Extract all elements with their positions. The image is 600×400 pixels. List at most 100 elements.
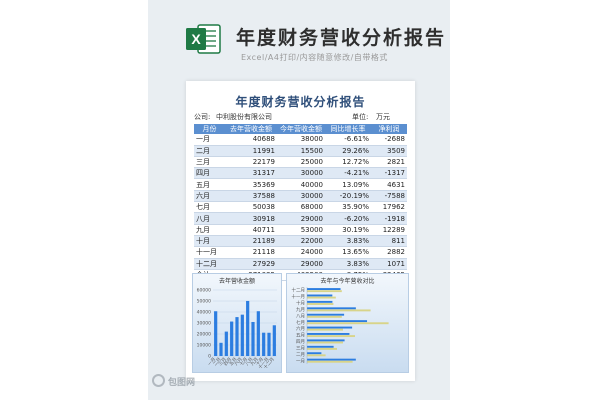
bar (240, 314, 244, 356)
company-label: 公司: (194, 113, 211, 121)
document-meta-row: 公司: 中利股份有限公司 单位: 万元 (194, 112, 407, 122)
table-cell: -6.20% (325, 212, 371, 225)
table-cell: 811 (371, 235, 407, 248)
table-cell: 三月 (194, 156, 225, 169)
table-cell: 31317 (225, 167, 277, 180)
table-cell: 21118 (225, 246, 277, 259)
page-margin-right (450, 0, 600, 400)
table-cell: 22179 (225, 156, 277, 169)
comparison-bar-chart: 去年与今年营收对比 一月 二月 三月 四月 五月 六月 七月 八月 九月 十月 十一月 十二月 (286, 273, 409, 373)
table-cell: 22000 (277, 235, 325, 248)
table-cell: -20.19% (325, 190, 371, 203)
bar (230, 321, 234, 356)
table-row: 三月 22179 25000 12.72% 2821 (194, 156, 407, 169)
table-cell: 30000 (277, 167, 325, 180)
table-cell: 1071 (371, 258, 407, 270)
bar (235, 317, 239, 356)
y-tick-label: 九月 (296, 306, 305, 313)
bar (307, 300, 333, 303)
bar (307, 294, 333, 297)
bar (307, 313, 345, 316)
table-cell: 十一月 (194, 246, 225, 259)
table-row: 四月 31317 30000 -4.21% -1317 (194, 167, 407, 180)
bar (307, 360, 353, 363)
table-cell: 3509 (371, 145, 407, 157)
table-row: 一月 40688 38000 -6.61% -2688 (194, 134, 407, 146)
watermark: 包图网 (148, 372, 236, 390)
table-cell: -7588 (371, 190, 407, 203)
revenue-bar-chart-plot: 0 10000 20000 30000 40000 50000 60000 一月二月三月四月五… (197, 288, 277, 371)
x-tick-label: 三月 (217, 356, 227, 367)
y-tick-label: 50000 (197, 299, 211, 305)
watermark-text: 包图网 (168, 378, 196, 388)
x-tick-label: 九月 (249, 356, 260, 367)
bar (267, 332, 271, 356)
table-cell: 12.72% (325, 156, 371, 169)
table-cell: 40711 (225, 224, 277, 236)
bar (256, 311, 260, 356)
y-tick-label: 0 (208, 354, 211, 360)
chart-title: 去年营收金额 (218, 278, 255, 285)
table-row: 九月 40711 53000 30.19% 12289 (194, 224, 407, 236)
table-cell: 七月 (194, 201, 225, 214)
y-tick-label: 10000 (197, 343, 211, 349)
bar (307, 347, 337, 350)
table-cell: 37588 (225, 190, 277, 203)
table-cell: 17962 (371, 201, 407, 214)
bar (307, 333, 350, 335)
x-tick-label: 五月 (228, 356, 238, 367)
bar (307, 290, 342, 293)
column-header: 今年营收金额 (277, 124, 325, 135)
bar (307, 358, 356, 361)
table-cell: 40688 (225, 134, 277, 146)
table-cell: 二月 (194, 145, 225, 157)
bar (307, 307, 356, 310)
column-header: 月份 (194, 124, 225, 135)
header: X 年度财务营收分析报告 Excel/A4打印/内容随意修改/自带格式 (184, 20, 444, 66)
y-tick-label: 四月 (296, 339, 305, 345)
table-cell: 3.83% (325, 235, 371, 248)
excel-icon-letter: X (191, 31, 201, 47)
table-cell: -2688 (371, 134, 407, 146)
table-cell: 13.09% (325, 178, 371, 191)
x-tick-label: 六月 (233, 356, 244, 367)
table-row: 八月 30918 29000 -6.20% -1918 (194, 212, 407, 225)
table-cell: 40000 (277, 178, 325, 191)
table-row: 二月 11991 15500 29.26% 3509 (194, 145, 407, 157)
table-cell: 25000 (277, 156, 325, 169)
bar (307, 322, 389, 325)
y-tick-label: 五月 (296, 333, 305, 339)
bar (307, 315, 342, 318)
table-cell: 68000 (277, 201, 325, 214)
table-cell: 38000 (277, 134, 325, 146)
table-cell: 九月 (194, 224, 225, 236)
table-cell: -1317 (371, 167, 407, 180)
table-cell: 29000 (277, 212, 325, 225)
bar (272, 325, 276, 356)
y-tick-label: 八月 (296, 313, 305, 319)
y-tick-label: 十月 (296, 300, 305, 307)
table-row: 十月 21189 22000 3.83% 811 (194, 235, 407, 248)
bar (307, 328, 343, 331)
table-cell: 35.90% (325, 201, 371, 214)
revenue-bar-chart: 去年营收金额 0 10000 20000 30000 40000 50000 60000 一月… (192, 273, 282, 373)
y-tick-label: 30000 (197, 321, 211, 327)
table-cell: 21189 (225, 235, 277, 248)
y-tick-label: 40000 (197, 310, 211, 316)
x-tick-label: 十月 (254, 356, 265, 367)
bar (307, 303, 334, 305)
table-header-row: 月份 去年营收金额 今年营收金额 同比增长率 净利润 (194, 124, 407, 135)
table-row: 十二月 27929 29000 3.83% 1071 (194, 258, 407, 270)
table-cell: 30000 (277, 190, 325, 203)
table-cell: 一月 (194, 134, 225, 146)
table-cell: 十二月 (194, 258, 225, 270)
bar (307, 352, 322, 355)
table-cell: -4.21% (325, 167, 371, 180)
x-tick-label: 一月 (207, 356, 217, 367)
y-tick-label: 20000 (197, 332, 211, 338)
table-cell: 30.19% (325, 224, 371, 236)
y-tick-label: 十二月 (292, 287, 306, 294)
y-tick-label: 六月 (296, 325, 305, 332)
table-cell: 35369 (225, 178, 277, 191)
bar (307, 296, 336, 299)
